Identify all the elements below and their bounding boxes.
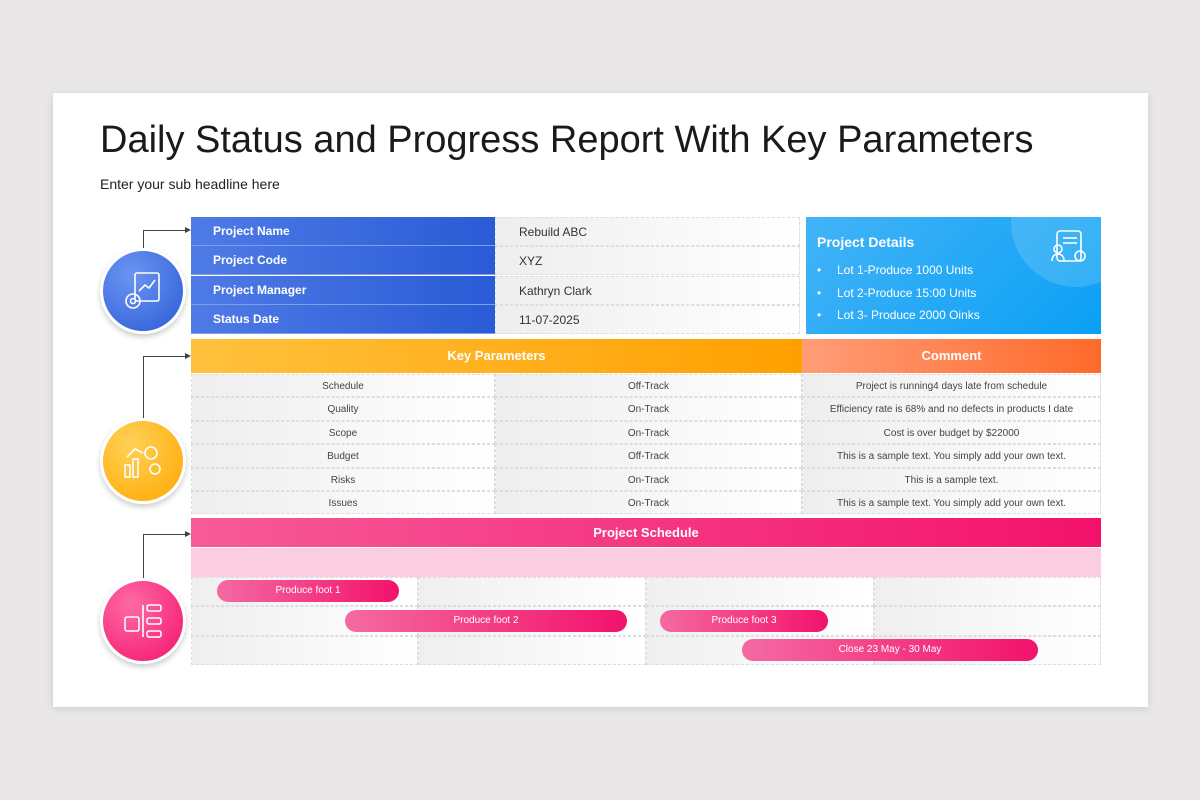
arrow-icon bbox=[185, 227, 191, 233]
connector bbox=[143, 534, 185, 578]
kp-param-cell: Schedule bbox=[191, 374, 495, 398]
schedule-cell bbox=[418, 635, 646, 665]
task-bar[interactable]: Produce foot 3 bbox=[660, 610, 828, 632]
comment-header: Comment bbox=[802, 339, 1101, 373]
value-project-manager: Kathryn Clark bbox=[495, 276, 800, 305]
label-project-name: Project Name bbox=[191, 217, 495, 246]
kp-status-cell: On-Track bbox=[495, 467, 802, 491]
schedule-cell bbox=[646, 577, 874, 607]
key-parameters-header: Key Parameters bbox=[191, 339, 802, 373]
details-item: • Lot 2-Produce 15:00 Units bbox=[817, 285, 977, 300]
kp-param-cell: Quality bbox=[191, 397, 495, 421]
details-title: Project Details bbox=[817, 234, 915, 250]
calendar-list-icon bbox=[124, 604, 162, 638]
key-parameters-circle bbox=[100, 418, 186, 504]
kp-comment-cell: Efficiency rate is 68% and no defects in… bbox=[802, 397, 1101, 421]
analytics-gears-icon bbox=[124, 446, 161, 478]
schedule-circle bbox=[100, 578, 186, 664]
details-list: • Lot 1-Produce 1000 Units • Lot 2-Produce… bbox=[817, 263, 980, 331]
page-title: Daily Status and Progress Report With Ke… bbox=[100, 119, 1034, 161]
task-bar[interactable]: Produce foot 2 bbox=[345, 610, 627, 632]
connector bbox=[143, 356, 185, 418]
kp-status-cell: On-Track bbox=[495, 491, 802, 515]
kp-comment-cell: This is a sample text. You simply add yo… bbox=[802, 491, 1101, 515]
kp-comment-cell: This is a sample text. bbox=[802, 467, 1101, 491]
kp-status-cell: On-Track bbox=[495, 397, 802, 421]
project-schedule-header: Project Schedule bbox=[191, 518, 1101, 547]
arrow-icon bbox=[185, 531, 191, 537]
value-status-date: 11-07-2025 bbox=[495, 305, 800, 334]
details-item: • Lot 3- Produce 2000 Oinks bbox=[817, 308, 980, 322]
label-project-code: Project Code bbox=[191, 246, 495, 275]
kp-param-cell: Budget bbox=[191, 444, 495, 468]
value-project-code: XYZ bbox=[495, 246, 800, 275]
kp-comment-cell: Project is running4 days late from sched… bbox=[802, 374, 1101, 398]
kp-comment-cell: Cost is over budget by $22000 bbox=[802, 420, 1101, 445]
subtitle: Enter your sub headline here bbox=[100, 176, 280, 192]
kp-comment-cell: This is a sample text. You simply add yo… bbox=[802, 444, 1101, 468]
kp-status-cell: On-Track bbox=[495, 420, 802, 445]
value-project-name: Rebuild ABC bbox=[495, 217, 800, 246]
schedule-band bbox=[191, 548, 1101, 577]
document-gear-icon bbox=[1051, 230, 1086, 262]
connector bbox=[143, 230, 185, 248]
kp-status-cell: Off-Track bbox=[495, 444, 802, 468]
task-bar[interactable]: Close 23 May - 30 May bbox=[742, 639, 1038, 661]
label-status-date: Status Date bbox=[191, 305, 495, 334]
chart-gear-icon bbox=[125, 272, 160, 309]
kp-status-cell: Off-Track bbox=[495, 374, 802, 398]
project-details-panel: Project Details • Lot 1-Produce 1000 Unit… bbox=[806, 217, 1101, 334]
schedule-cell bbox=[418, 577, 646, 607]
arrow-icon bbox=[185, 353, 191, 359]
kp-param-cell: Scope bbox=[191, 420, 495, 445]
task-bar[interactable]: Produce foot 1 bbox=[217, 580, 399, 602]
details-item: • Lot 1-Produce 1000 Units bbox=[817, 263, 974, 277]
project-info-circle bbox=[100, 248, 186, 334]
label-project-manager: Project Manager bbox=[191, 276, 495, 305]
schedule-cell bbox=[191, 635, 418, 665]
schedule-cell bbox=[874, 606, 1101, 636]
kp-param-cell: Risks bbox=[191, 467, 495, 491]
kp-param-cell: Issues bbox=[191, 491, 495, 515]
schedule-cell bbox=[874, 577, 1101, 607]
